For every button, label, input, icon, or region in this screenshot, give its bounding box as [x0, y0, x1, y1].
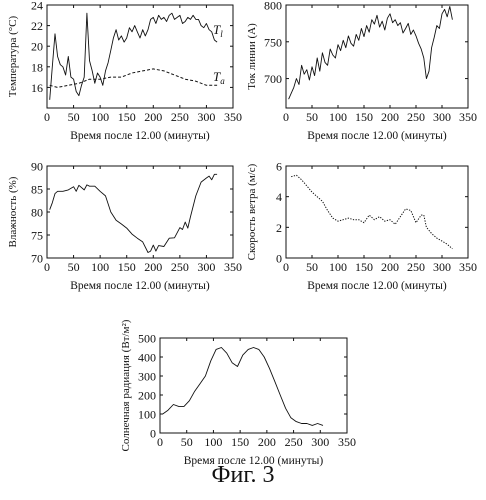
x-axis-label: Время после 12.00 (минуты): [307, 130, 447, 142]
x-tick-label: 350: [224, 260, 242, 274]
x-tick-label: 300: [311, 435, 329, 449]
annotation-sub: l: [220, 29, 223, 39]
y-tick-label: 700: [264, 72, 282, 86]
annotation-main: T: [213, 69, 221, 84]
y-tick-label: 6: [276, 160, 282, 174]
x-tick-label: 200: [381, 260, 399, 274]
chart-1: 0 50 100 150 200 250 300 350 16 18 20 22 24 Время пос…: [7, 0, 242, 142]
x-tick-label: 50: [306, 260, 318, 274]
x-tick-label: 150: [118, 260, 136, 274]
y-axis-label: Температура (°C): [7, 15, 19, 97]
series-annotation: Ta: [213, 69, 225, 86]
figure-caption: Фиг. 3: [211, 462, 275, 488]
x-tick-label: 250: [407, 110, 425, 124]
x-tick-label: 50: [68, 260, 80, 274]
y-axis-label: Ток линии (А): [246, 23, 258, 90]
y-tick-label: 16: [31, 81, 43, 95]
series-annotation: Tl: [213, 22, 223, 39]
x-tick-label: 350: [459, 260, 477, 274]
x-tick-label: 250: [285, 435, 303, 449]
series-line-solid: [162, 347, 324, 426]
y-tick-label: 200: [138, 389, 156, 403]
x-tick-label: 0: [157, 435, 163, 449]
series-line-solid: [288, 6, 453, 100]
x-tick-label: 100: [204, 435, 222, 449]
x-axis-label: Время после 12.00 (минуты): [70, 280, 210, 292]
y-tick-label: 20: [31, 40, 43, 54]
y-tick-label: 300: [138, 370, 156, 384]
x-tick-label: 50: [181, 435, 193, 449]
y-tick-label: 24: [31, 0, 43, 13]
x-tick-label: 150: [355, 260, 373, 274]
x-tick-label: 0: [283, 110, 289, 124]
y-tick-label: 75: [31, 229, 43, 243]
x-tick-label: 200: [144, 260, 162, 274]
series-line-solid: [49, 173, 218, 253]
x-tick-label: 250: [171, 260, 189, 274]
plot-frame: [285, 4, 469, 109]
x-tick-label: 0: [44, 110, 50, 124]
x-axis-label: Время после 12.00 (минуты): [70, 130, 210, 142]
y-tick-label: 0: [276, 252, 282, 266]
y-tick-label: 18: [31, 60, 43, 74]
y-tick-label: 100: [138, 408, 156, 422]
y-tick-label: 4: [276, 190, 282, 204]
series-line-dashed: [49, 68, 218, 88]
x-tick-label: 300: [433, 260, 451, 274]
x-tick-label: 100: [91, 260, 109, 274]
y-tick-label: 750: [264, 35, 282, 49]
y-tick-label: 85: [31, 183, 43, 197]
x-tick-label: 350: [459, 110, 477, 124]
x-tick-label: 350: [224, 110, 242, 124]
x-axis-label: Время после 12.00 (минуты): [184, 455, 324, 467]
y-tick-label: 500: [138, 332, 156, 346]
annotation-sub: a: [220, 76, 225, 86]
x-tick-label: 100: [329, 110, 347, 124]
y-tick-label: 400: [138, 351, 156, 365]
x-tick-label: 250: [407, 260, 425, 274]
x-tick-label: 100: [329, 260, 347, 274]
x-tick-label: 150: [355, 110, 373, 124]
x-tick-label: 0: [283, 260, 289, 274]
x-tick-label: 100: [91, 110, 109, 124]
x-tick-label: 200: [144, 110, 162, 124]
y-tick-label: 90: [31, 160, 43, 174]
y-tick-label: 0: [150, 427, 156, 441]
x-tick-label: 250: [171, 110, 189, 124]
y-axis-label: Влажность (%): [7, 176, 19, 247]
x-tick-label: 150: [118, 110, 136, 124]
chart-3: 0 50 100 150 200 250 300 350 70 75 80 85 90 Время пос…: [7, 160, 242, 293]
chart-5: 0 50 100 150 200 250 300 3500100200300400500Вре…: [120, 319, 356, 467]
y-tick-label: 70: [31, 252, 43, 266]
annotation-main: T: [213, 22, 221, 37]
x-tick-label: 300: [197, 260, 215, 274]
x-tick-label: 300: [433, 110, 451, 124]
plot-frame: [159, 337, 348, 434]
x-tick-label: 50: [68, 110, 80, 124]
x-axis-label: Время после 12.00 (минуты): [307, 280, 447, 292]
chart-2: 0 50 100 150 200 250 300 350 700 750 800 Время посл…: [246, 0, 477, 142]
plot-frame: [46, 4, 234, 109]
x-tick-label: 150: [231, 435, 249, 449]
plot-frame: [285, 165, 469, 259]
chart-4: 0 50 100 150 200 250 300 350 0 2 4 6 Время после 12.…: [246, 160, 477, 293]
series-line-dotted: [291, 174, 453, 250]
series-line-solid: [49, 12, 218, 100]
y-tick-label: 22: [31, 19, 43, 33]
y-tick-label: 2: [276, 221, 282, 235]
plot-frame: [46, 165, 234, 259]
y-tick-label: 80: [31, 206, 43, 220]
x-tick-label: 200: [381, 110, 399, 124]
x-tick-label: 50: [306, 110, 318, 124]
x-tick-label: 300: [197, 110, 215, 124]
x-tick-label: 350: [338, 435, 356, 449]
x-tick-label: 200: [258, 435, 276, 449]
y-axis-label: Скорость ветра (м/с): [246, 163, 258, 260]
y-axis-label: Солнечная радиация (Вт/м²): [120, 319, 132, 451]
y-tick-label: 800: [264, 0, 282, 13]
x-tick-label: 0: [44, 260, 50, 274]
